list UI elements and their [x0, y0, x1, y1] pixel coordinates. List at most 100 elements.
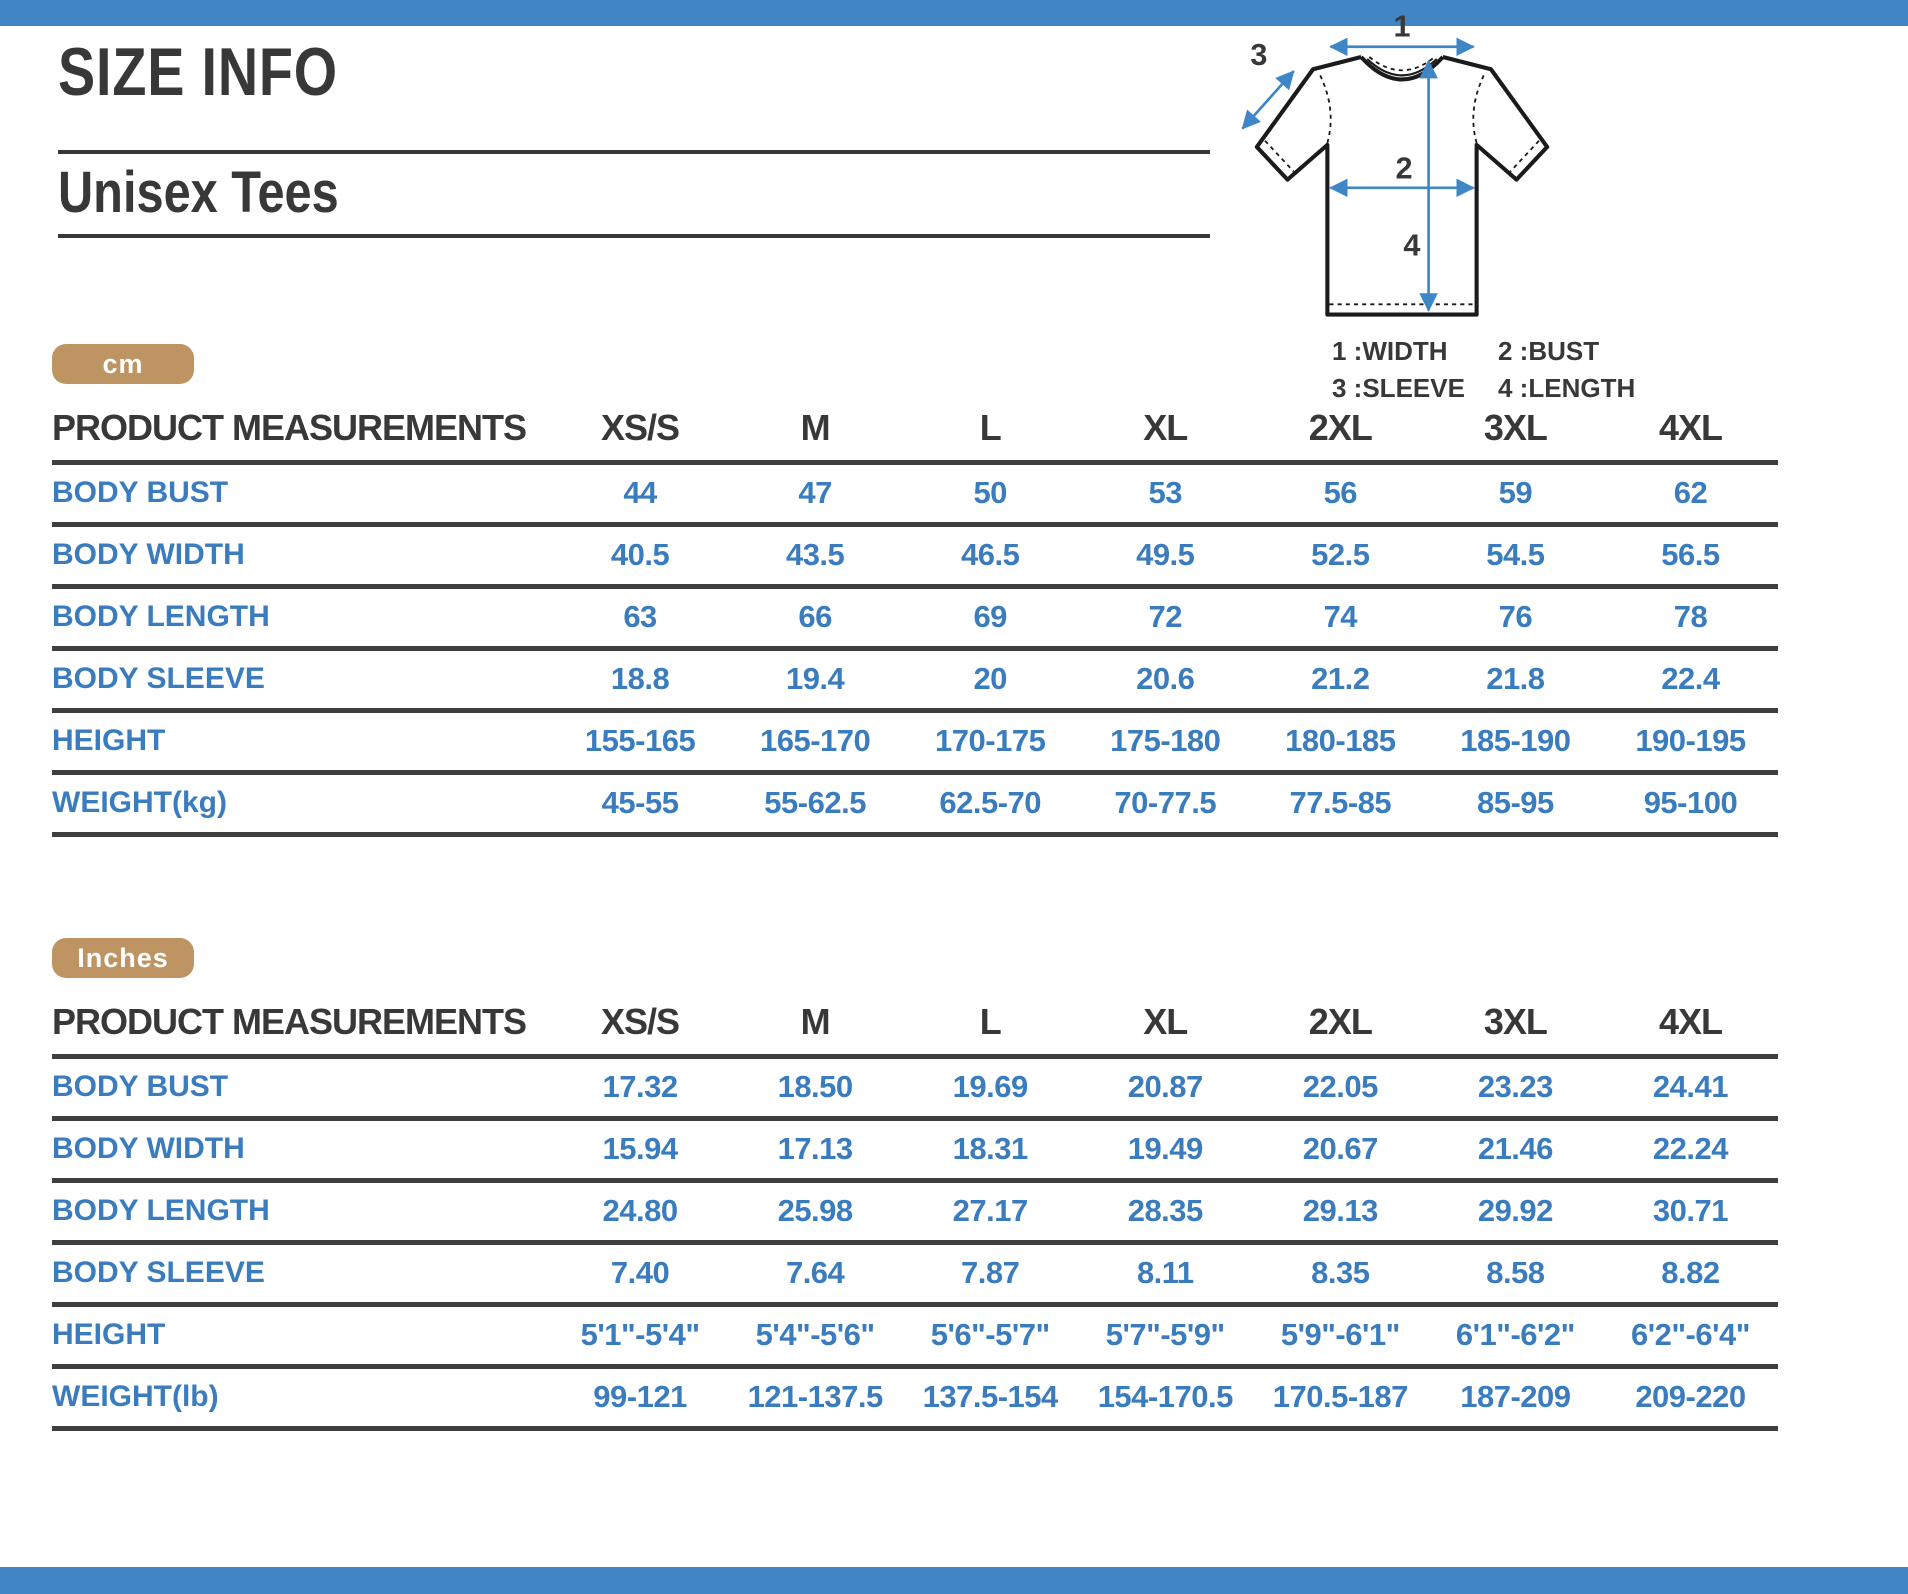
- cell-value: 66: [727, 586, 903, 651]
- size-column-header: L: [902, 396, 1078, 465]
- cell-value: 56: [1252, 462, 1428, 527]
- cell-value: 17.13: [727, 1118, 903, 1183]
- arrow-label-length: 4: [1403, 228, 1420, 262]
- cell-value: 170.5-187: [1252, 1366, 1428, 1431]
- cell-value: 63: [552, 586, 728, 651]
- cell-value: 154-170.5: [1077, 1366, 1253, 1431]
- cell-value: 25.98: [727, 1180, 903, 1245]
- cell-value: 8.58: [1427, 1242, 1603, 1307]
- cell-value: 5'7"-5'9": [1077, 1304, 1253, 1369]
- cell-value: 24.80: [552, 1180, 728, 1245]
- cell-value: 19.49: [1077, 1118, 1253, 1183]
- cell-value: 20.67: [1252, 1118, 1428, 1183]
- cell-value: 21.2: [1252, 648, 1428, 713]
- measurements-column-header: PRODUCT MEASUREMENTS: [52, 396, 553, 465]
- arrow-label-sleeve: 3: [1250, 38, 1267, 72]
- size-column-header: 2XL: [1252, 990, 1428, 1059]
- table-row: BODY WIDTH 40.5 43.5 46.5 49.5 52.5 54.5 56.5: [52, 524, 1778, 589]
- row-label: BODY LENGTH: [52, 586, 553, 651]
- cell-value: 78: [1602, 586, 1778, 651]
- tshirt-diagram-icon: 1 2 3 4: [1241, 12, 1550, 317]
- measurements-column-header: PRODUCT MEASUREMENTS: [52, 990, 553, 1059]
- size-column-header: XL: [1077, 990, 1253, 1059]
- cell-value: 7.64: [727, 1242, 903, 1307]
- row-label: BODY SLEEVE: [52, 648, 553, 713]
- cell-value: 185-190: [1427, 710, 1603, 775]
- cell-value: 18.50: [727, 1056, 903, 1121]
- legend-item: 1 :WIDTH: [1332, 336, 1448, 366]
- row-label: BODY SLEEVE: [52, 1242, 553, 1307]
- cell-value: 54.5: [1427, 524, 1603, 589]
- size-column-header: XS/S: [552, 396, 728, 465]
- table-row: HEIGHT 155-165 165-170 170-175 175-180 180-18…: [52, 710, 1778, 775]
- size-section-cm: cm PRODUCT MEASUREMENTS XS/S M L XL 2XL 3XL 4XL…: [52, 344, 1778, 837]
- table-header-row: PRODUCT MEASUREMENTS XS/S M L XL 2XL 3XL 4XL: [52, 990, 1778, 1059]
- row-label: BODY WIDTH: [52, 1118, 553, 1183]
- table-row: WEIGHT(kg) 45-55 55-62.5 62.5-70 70-77.5 77.5…: [52, 772, 1778, 837]
- top-accent-bar: [0, 0, 1908, 26]
- cell-value: 165-170: [727, 710, 903, 775]
- size-section-inches: Inches PRODUCT MEASUREMENTS XS/S M L XL 2XL 3X…: [52, 938, 1778, 1431]
- cell-value: 170-175: [902, 710, 1078, 775]
- cell-value: 30.71: [1602, 1180, 1778, 1245]
- cell-value: 47: [727, 462, 903, 527]
- cell-value: 6'1"-6'2": [1427, 1304, 1603, 1369]
- size-column-header: 2XL: [1252, 396, 1428, 465]
- cell-value: 74: [1252, 586, 1428, 651]
- cell-value: 19.69: [902, 1056, 1078, 1121]
- table-row: HEIGHT 5'1"-5'4" 5'4"-5'6" 5'6"-5'7" 5'7"-5'…: [52, 1304, 1778, 1369]
- cell-value: 20.6: [1077, 648, 1253, 713]
- bottom-accent-bar: [0, 1567, 1908, 1594]
- size-column-header: L: [902, 990, 1078, 1059]
- unit-badge-inches: Inches: [52, 938, 194, 978]
- row-label: WEIGHT(kg): [52, 772, 553, 837]
- header: SIZE INFO Unisex Tees: [58, 38, 1218, 238]
- cell-value: 5'4"-5'6": [727, 1304, 903, 1369]
- cell-value: 21.46: [1427, 1118, 1603, 1183]
- table-row: BODY SLEEVE 18.8 19.4 20 20.6 21.2 21.8 22.4: [52, 648, 1778, 713]
- table-row: BODY SLEEVE 7.40 7.64 7.87 8.11 8.35 8.58 8.82: [52, 1242, 1778, 1307]
- subtitle-band: Unisex Tees: [58, 150, 1210, 238]
- cell-value: 20.87: [1077, 1056, 1253, 1121]
- cell-value: 62: [1602, 462, 1778, 527]
- row-label: BODY WIDTH: [52, 524, 553, 589]
- row-label: BODY LENGTH: [52, 1180, 553, 1245]
- cell-value: 20: [902, 648, 1078, 713]
- cell-value: 5'1"-5'4": [552, 1304, 728, 1369]
- row-label: HEIGHT: [52, 1304, 553, 1369]
- cell-value: 17.32: [552, 1056, 728, 1121]
- cell-value: 8.35: [1252, 1242, 1428, 1307]
- cell-value: 62.5-70: [902, 772, 1078, 837]
- cell-value: 21.8: [1427, 648, 1603, 713]
- cell-value: 22.05: [1252, 1056, 1428, 1121]
- table-row: BODY BUST 44 47 50 53 56 59 62: [52, 462, 1778, 527]
- legend-item: 2 :BUST: [1498, 336, 1600, 366]
- table-row: BODY WIDTH 15.94 17.13 18.31 19.49 20.67 21.46…: [52, 1118, 1778, 1183]
- cell-value: 7.40: [552, 1242, 728, 1307]
- cell-value: 50: [902, 462, 1078, 527]
- cell-value: 209-220: [1602, 1366, 1778, 1431]
- table-row: BODY BUST 17.32 18.50 19.69 20.87 22.05 23.23 2…: [52, 1056, 1778, 1121]
- cell-value: 22.24: [1602, 1118, 1778, 1183]
- size-table-cm: PRODUCT MEASUREMENTS XS/S M L XL 2XL 3XL 4XL BO…: [52, 396, 1778, 837]
- table-row: BODY LENGTH 24.80 25.98 27.17 28.35 29.13 29.9…: [52, 1180, 1778, 1245]
- cell-value: 8.11: [1077, 1242, 1253, 1307]
- cell-value: 46.5: [902, 524, 1078, 589]
- cell-value: 175-180: [1077, 710, 1253, 775]
- cell-value: 53: [1077, 462, 1253, 527]
- cell-value: 137.5-154: [902, 1366, 1078, 1431]
- cell-value: 85-95: [1427, 772, 1603, 837]
- row-label: WEIGHT(lb): [52, 1366, 553, 1431]
- cell-value: 8.82: [1602, 1242, 1778, 1307]
- cell-value: 69: [902, 586, 1078, 651]
- cell-value: 22.4: [1602, 648, 1778, 713]
- cell-value: 28.35: [1077, 1180, 1253, 1245]
- size-column-header: 3XL: [1427, 396, 1603, 465]
- cell-value: 155-165: [552, 710, 728, 775]
- cell-value: 5'6"-5'7": [902, 1304, 1078, 1369]
- cell-value: 95-100: [1602, 772, 1778, 837]
- cell-value: 29.92: [1427, 1180, 1603, 1245]
- size-column-header: 3XL: [1427, 990, 1603, 1059]
- size-column-header: 4XL: [1602, 990, 1778, 1059]
- unit-badge-cm: cm: [52, 344, 194, 384]
